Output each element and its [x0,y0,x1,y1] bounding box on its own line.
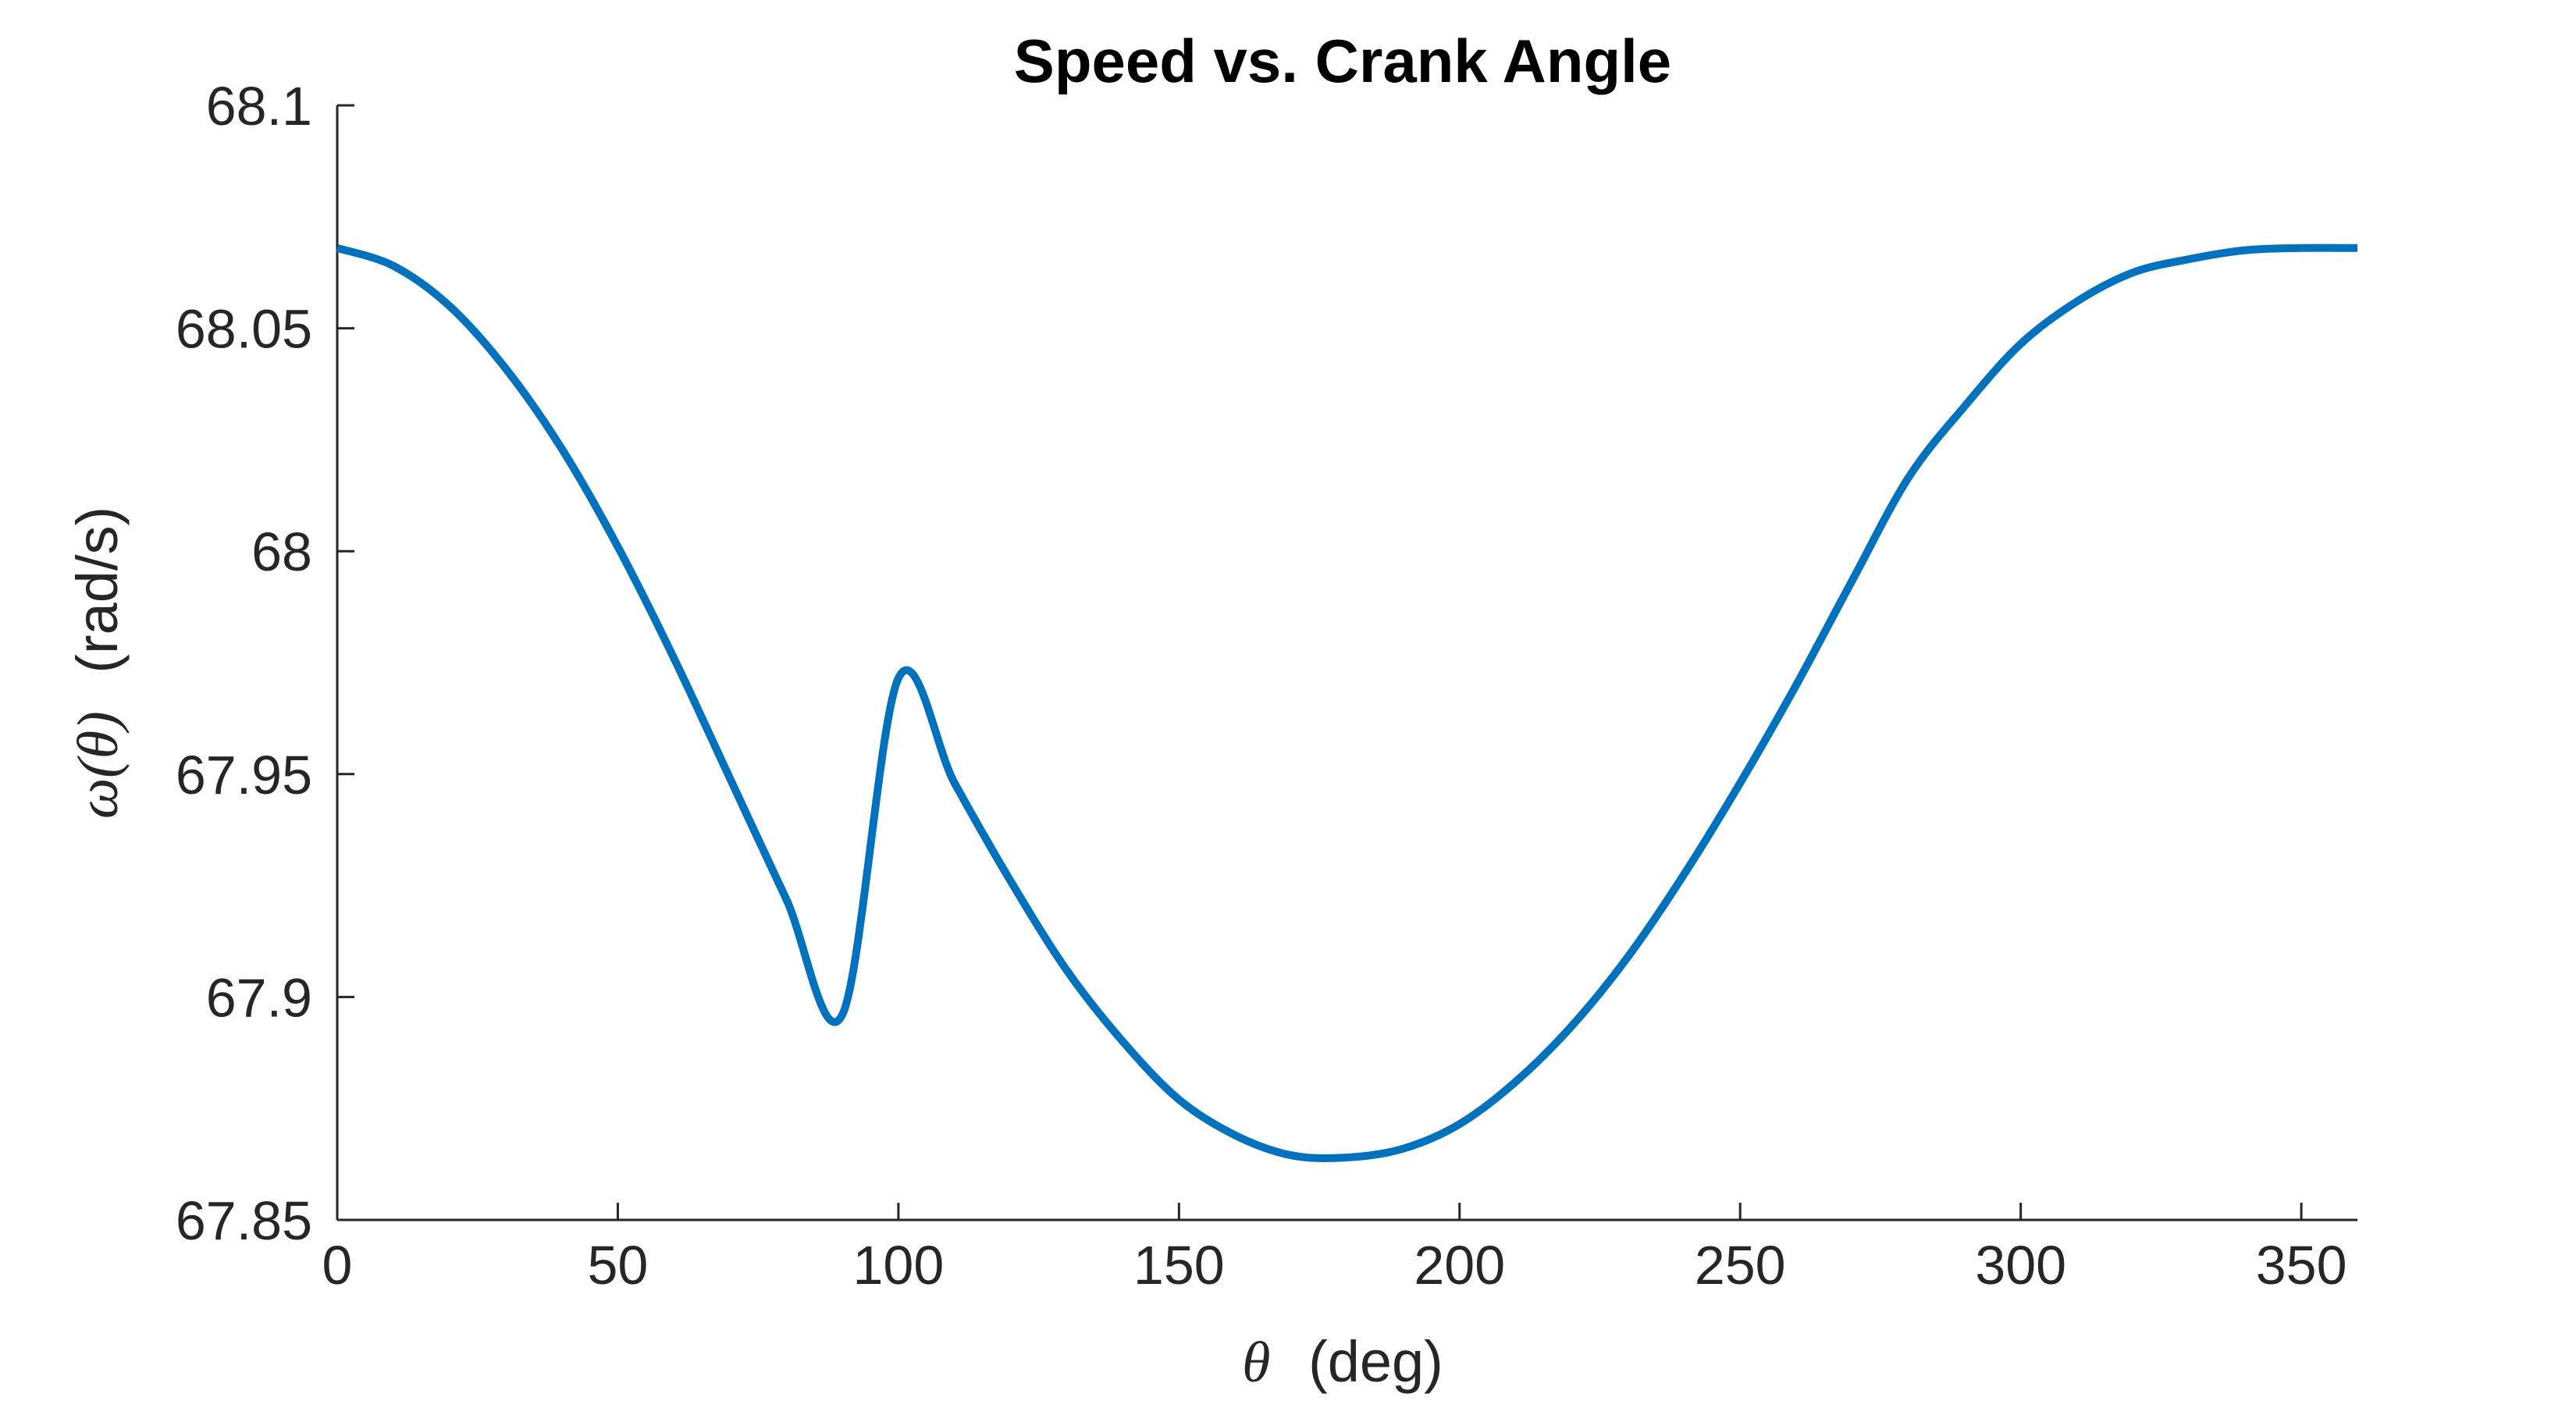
series-line-0 [336,244,2358,1162]
plot-area: 0 50 100 150 200 250 300 350 67.85 67.9 67.95 68 68… [176,76,2358,1296]
chart-title: Speed vs. Crank Angle [1014,27,1671,95]
y-axis-unit: (rad/s) [65,507,130,674]
y-tick-label: 68 [251,521,312,582]
y-tick-label: 67.85 [176,1190,312,1251]
y-axis-label: ω(θ) (rad/s) [65,507,130,819]
x-axis-unit: (deg) [1308,1329,1443,1394]
x-tick-label: 300 [1975,1235,2066,1296]
x-ticks: 0 50 100 150 200 250 300 350 [322,1203,2347,1296]
y-tick-label: 68.05 [176,299,312,360]
y-tick-label: 67.9 [206,967,312,1028]
x-axis-symbol: θ [1242,1331,1270,1395]
x-tick-label: 200 [1414,1235,1505,1296]
x-axis-label: θ (deg) [1242,1329,1443,1395]
y-tick-label: 67.95 [176,745,312,805]
x-tick-label: 250 [1695,1235,1786,1296]
x-tick-label: 350 [2256,1235,2347,1296]
series-group [336,244,2358,1162]
x-tick-label: 50 [588,1235,649,1296]
x-tick-label: 100 [852,1235,944,1296]
y-ticks: 67.85 67.9 67.95 68 68.05 68.1 [176,76,354,1251]
x-tick-label: 150 [1133,1235,1225,1296]
x-tick-label: 0 [322,1235,353,1296]
y-tick-label: 68.1 [206,76,312,137]
y-axis-symbol: ω(θ) [66,711,130,819]
